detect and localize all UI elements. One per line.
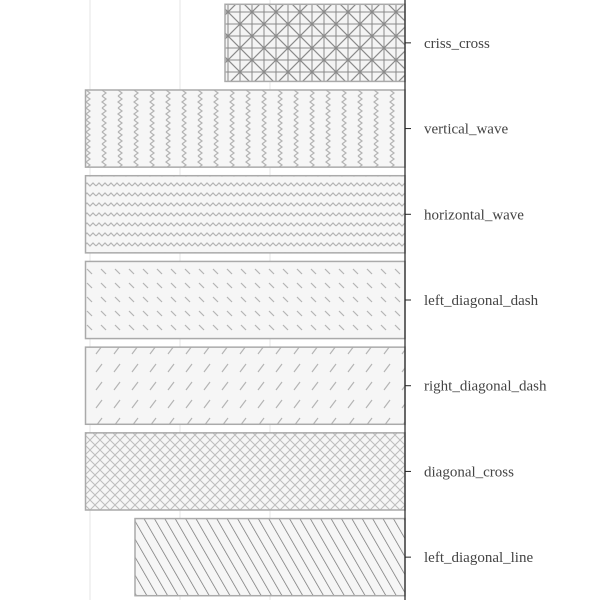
y-tick-label-left-diagonal-dash: left_diagonal_dash xyxy=(424,293,539,309)
y-tick-label-vertical-wave: vertical_wave xyxy=(424,122,508,138)
y-tick-label-right-diagonal-dash: right_diagonal_dash xyxy=(424,379,547,395)
y-axis-tick-labels: criss_cross vertical_wave horizontal_wavel… xyxy=(424,36,547,566)
bar-left-diagonal-line xyxy=(134,517,406,597)
bar-right-diagonal-dash xyxy=(84,346,406,426)
y-tick-label-horizontal-wave: horizontal_wave xyxy=(424,207,524,223)
y-tick-label-criss-cross: criss_cross xyxy=(424,36,490,52)
y-axis-ticks xyxy=(405,42,411,558)
bar-horizontal-wave xyxy=(84,174,406,254)
bar-vertical-wave xyxy=(84,89,406,168)
y-tick-label-diagonal-cross: diagonal_cross xyxy=(424,464,514,480)
bar-left-diagonal-dash xyxy=(84,260,406,340)
y-tick-label-left-diagonal-line: left_diagonal_line xyxy=(424,550,533,566)
bar-diagonal-cross xyxy=(84,432,406,511)
bar-criss-cross xyxy=(224,3,406,83)
bars xyxy=(84,3,406,597)
